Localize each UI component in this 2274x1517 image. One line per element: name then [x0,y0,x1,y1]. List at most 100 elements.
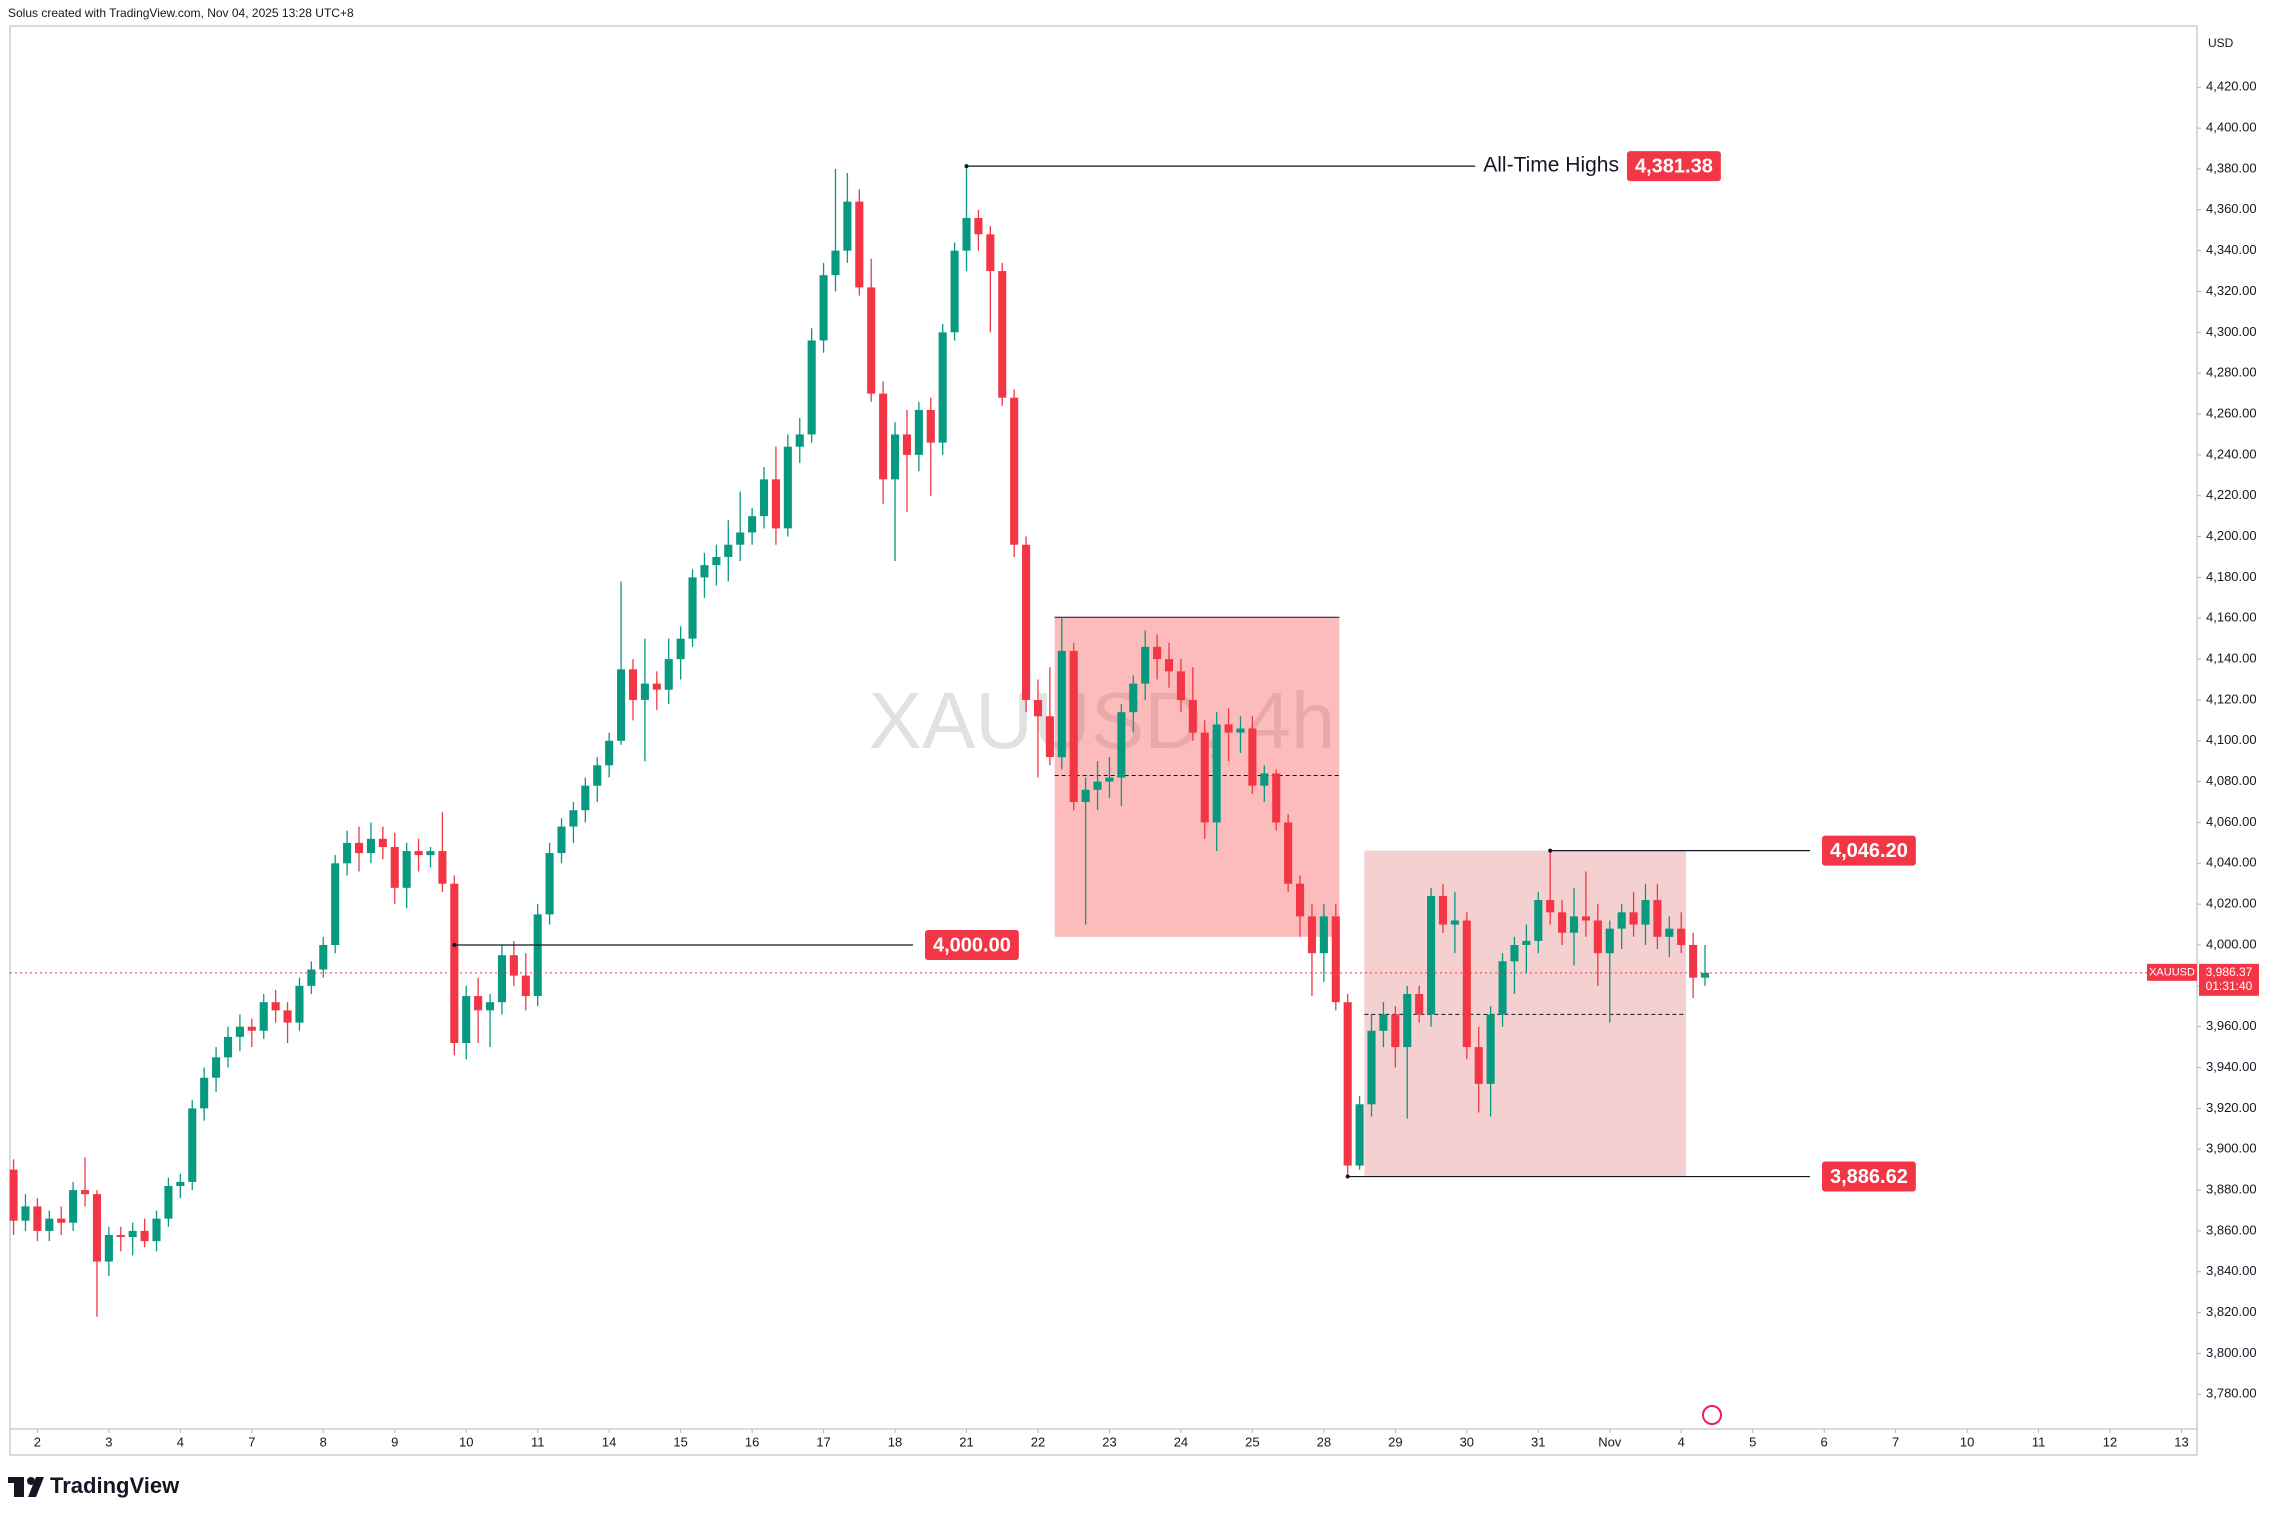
candle-body [950,250,959,333]
candle-body [1176,671,1185,700]
y-tick-label: 3,880.00 [2206,1181,2257,1196]
x-tick-label: 14 [602,1434,616,1449]
candle-body [57,1218,66,1223]
candle-body [1415,994,1424,1015]
candle-body [1450,920,1459,925]
candle-body [1307,916,1317,954]
candle-body [1033,699,1043,717]
candle-body [200,1077,209,1109]
candle-body [1248,728,1257,786]
candle-body [712,556,721,566]
candle-body [69,1190,78,1223]
logo-mark [28,1477,44,1497]
y-tick-label: 3,780.00 [2206,1386,2257,1401]
candle-body [366,838,375,854]
candle-body [1677,928,1686,945]
level-label: 3,886.62 [1830,1166,1908,1188]
candle-body [1010,397,1019,545]
candle-body [736,532,745,545]
candle-body [223,1036,233,1058]
y-tick-label: 3,900.00 [2206,1141,2257,1156]
candle-body [1617,912,1626,929]
candle-body [1605,928,1614,954]
candle-body [116,1234,125,1238]
candle-body [521,975,530,997]
x-tick-label: 4 [1678,1434,1685,1449]
candle-body [914,409,923,455]
candle-body [450,883,459,1044]
y-tick-label: 4,020.00 [2206,896,2257,911]
candle-body [1474,1047,1483,1084]
symbol-badge [2147,963,2197,981]
candle-body [80,1190,90,1195]
branding: TradingView [50,1473,180,1498]
candle-body [1569,916,1579,933]
x-tick-label: 7 [1892,1434,1899,1449]
candle-body [700,565,709,578]
candle-body [1069,650,1078,803]
x-tick-label: 7 [248,1434,255,1449]
candle-body [283,1010,292,1023]
candle-body [771,479,780,529]
candle-body [1164,659,1174,672]
candle-body [1653,900,1662,937]
candle-body [1081,789,1090,803]
x-tick-label: 25 [1245,1434,1259,1449]
x-tick-label: 4 [177,1434,184,1449]
candle-body [1355,1104,1364,1166]
candle-body [462,996,471,1044]
candle-body [176,1181,185,1186]
candle-body [819,275,828,341]
y-tick-label: 4,120.00 [2206,691,2257,706]
candle-body [545,853,554,915]
y-tick-label: 4,000.00 [2206,936,2257,951]
candle-body [724,544,733,557]
candle-body [902,434,912,455]
last-price-label: 3,986.37 [2206,965,2253,979]
candle-body [759,479,769,517]
level-badge [1822,1161,1916,1192]
x-tick-label: 2 [34,1434,41,1449]
y-tick-label: 4,160.00 [2206,610,2257,625]
y-tick-label: 4,260.00 [2206,405,2257,420]
x-tick-label: 6 [1821,1434,1828,1449]
candle-body [1391,1014,1400,1048]
x-tick-label: 30 [1460,1434,1474,1449]
candle-body [1260,773,1269,786]
candle-body [140,1230,149,1242]
x-tick-label: 15 [673,1434,687,1449]
candle-body [354,842,364,854]
candle-body [164,1185,173,1219]
x-tick-label: 10 [459,1434,473,1449]
y-tick-label: 4,380.00 [2206,160,2257,175]
candle-body [617,669,626,741]
candle-body [807,340,816,435]
candle-body [1534,900,1543,941]
candle-body [426,851,435,856]
y-tick-label: 4,300.00 [2206,324,2257,339]
candle-body [1379,1014,1388,1031]
last-price-badge [2199,963,2259,996]
candle-body [938,332,947,443]
candle-body [1319,916,1328,954]
y-tick-label: 4,340.00 [2206,242,2257,257]
candle-body [92,1194,102,1262]
candle-body [1486,1014,1495,1084]
level-label: 4,046.20 [1830,840,1908,862]
x-tick-label: 23 [1102,1434,1116,1449]
watermark: XAUUSD, 4h [869,676,1336,765]
candle-body [271,1002,280,1011]
candle-body [1427,895,1436,1015]
candle-body [855,201,864,288]
candle-body [926,409,935,443]
candle-body [9,1169,18,1221]
candle-body [1200,732,1209,823]
y-tick-label: 3,820.00 [2206,1304,2257,1319]
candle-body [1295,883,1305,917]
candle-body [331,863,340,945]
candle-body [688,577,697,639]
bottom-logo: TradingView [8,1473,180,1498]
x-tick-label: 21 [959,1434,973,1449]
